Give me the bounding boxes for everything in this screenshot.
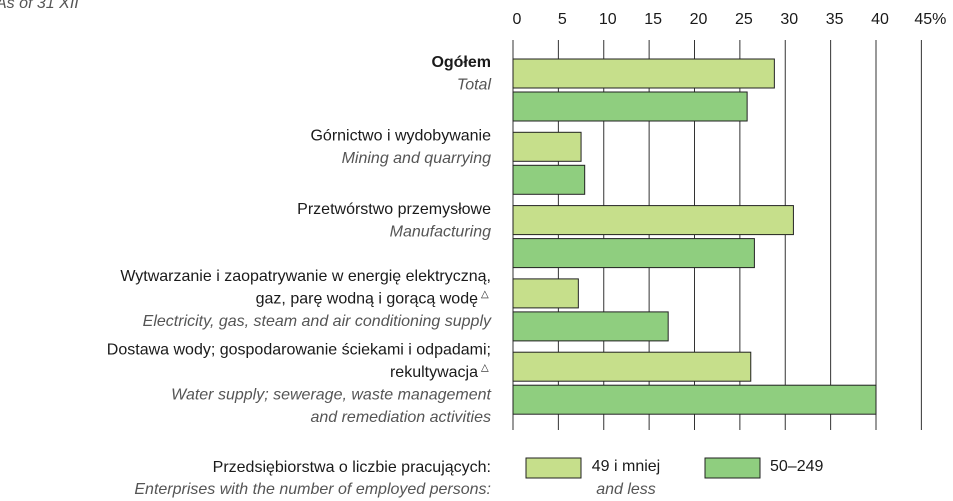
bar [512,384,877,415]
category-label: Górnictwo i wydobywanie [310,128,491,145]
x-tick-label: 30 [780,11,798,28]
bar [512,58,775,89]
bar [512,311,669,342]
bar [512,238,755,269]
legend-label-en: and less [596,481,656,498]
legend-swatch [525,457,582,479]
category-label-en: and remediation activities [310,409,491,426]
category-label-en: Water supply; sewerage, waste management [171,386,491,403]
category-label: Dostawa wody; gospodarowanie ściekami i … [107,341,491,358]
category-label: Przetwórstwo przemysłowe [297,201,491,218]
legend-title-en: Enterprises with the number of employed … [134,481,491,498]
category-label: gaz, parę wodną i gorącą wodę [256,291,478,308]
x-tick-label: 0 [513,11,522,28]
x-tick-label: 15 [644,11,662,28]
bar [512,205,794,236]
category-label-en: Electricity, gas, steam and air conditio… [143,313,492,330]
x-tick-label: 35 [826,11,844,28]
category-label-en: Total [457,77,492,94]
category-note: △ [481,362,489,373]
category-label-en: Manufacturing [390,223,491,240]
x-tick-label: 10 [599,11,617,28]
x-tick-label: 25 [735,11,753,28]
category-label: Ogółem [431,54,491,71]
bar [512,278,579,309]
bar [512,351,752,382]
bar [512,164,586,195]
bar [512,91,748,122]
legend-label: 49 i mniej [592,458,660,475]
legend-swatch [704,457,761,479]
category-label-en: Mining and quarrying [342,150,492,167]
x-tick-label: 20 [690,11,708,28]
legend-title: Przedsiębiorstwa o liczbie pracujących: [213,459,491,476]
x-tick-label: 5 [558,11,567,28]
subtitle: As of 31 XII [0,0,79,12]
legend-label: 50–249 [770,458,823,475]
bar [512,131,582,162]
x-tick-label: 40 [871,11,889,28]
category-label: rekultywacja [390,364,478,381]
x-tick-label: 45% [914,11,946,28]
category-label: Wytwarzanie i zaopatrywanie w energię el… [120,268,491,285]
category-note: △ [481,289,489,300]
